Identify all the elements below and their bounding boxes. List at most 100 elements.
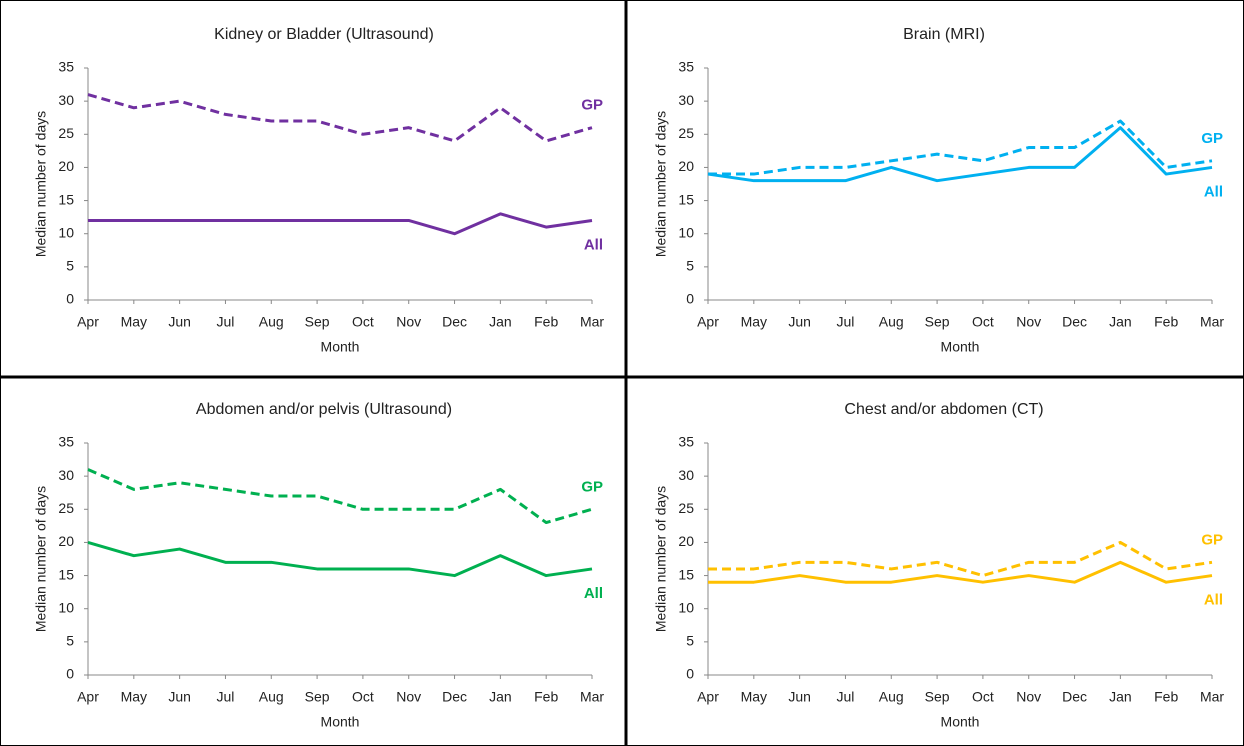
series-line: [708, 540, 1213, 578]
x-tick-label: Jul: [217, 314, 235, 330]
x-tick-label: May: [121, 689, 147, 705]
series-label: GP: [581, 97, 603, 114]
y-tick-label: 35: [58, 59, 74, 75]
y-tick-label: 35: [58, 434, 74, 450]
y-tick-label: 0: [686, 291, 694, 307]
x-tick-label: Sep: [925, 689, 950, 705]
x-tick-label: Mar: [1200, 314, 1224, 330]
y-tick-label: 30: [58, 92, 74, 108]
x-tick-label: Jun: [168, 689, 191, 705]
y-tick-label: 35: [678, 59, 694, 75]
x-tick-label: Apr: [697, 689, 719, 705]
chart-title: Kidney or Bladder (Ultrasound): [214, 26, 434, 43]
x-tick-label: Feb: [1154, 314, 1178, 330]
series-label: All: [584, 585, 603, 602]
x-tick-label: Aug: [259, 314, 284, 330]
y-tick-label: 0: [66, 291, 74, 307]
series-label: All: [1204, 183, 1223, 200]
y-tick-label: 5: [686, 633, 694, 649]
y-tick-label: 25: [58, 125, 74, 141]
x-tick-label: Feb: [534, 314, 558, 330]
x-tick-label: May: [741, 689, 767, 705]
x-tick-label: Apr: [697, 314, 719, 330]
x-tick-label: Aug: [879, 314, 904, 330]
y-tick-label: 20: [678, 158, 694, 174]
chart-title: Chest and/or abdomen (CT): [844, 401, 1043, 418]
x-tick-label: Apr: [77, 314, 99, 330]
x-tick-label: Oct: [972, 689, 994, 705]
x-axis-label: Month: [321, 339, 360, 355]
x-tick-label: Jan: [489, 689, 512, 705]
series-label: All: [584, 236, 603, 253]
x-tick-label: Jan: [489, 314, 512, 330]
y-axis-label: Median number of days: [653, 111, 669, 257]
x-tick-label: Aug: [879, 689, 904, 705]
x-tick-label: Nov: [1016, 689, 1041, 705]
y-tick-label: 15: [678, 191, 694, 207]
y-tick-label: 30: [678, 92, 694, 108]
y-tick-label: 15: [678, 566, 694, 582]
chart-title: Abdomen and/or pelvis (Ultrasound): [196, 401, 452, 418]
y-tick-label: 10: [58, 224, 74, 240]
y-tick-label: 5: [66, 258, 74, 274]
x-tick-label: Jul: [837, 689, 855, 705]
x-tick-label: Feb: [1154, 689, 1178, 705]
x-tick-label: Apr: [77, 689, 99, 705]
x-axis-label: Month: [321, 714, 360, 730]
series-line: [87, 540, 593, 578]
y-tick-label: 0: [686, 666, 694, 682]
y-tick-label: 10: [678, 224, 694, 240]
x-tick-label: Oct: [972, 314, 994, 330]
y-tick-label: 30: [678, 467, 694, 483]
x-tick-label: Sep: [925, 314, 950, 330]
x-tick-label: Mar: [580, 314, 604, 330]
x-tick-label: Jan: [1109, 689, 1132, 705]
y-tick-label: 20: [678, 533, 694, 549]
y-tick-label: 35: [678, 434, 694, 450]
x-tick-label: Nov: [396, 314, 421, 330]
chart-title: Brain (MRI): [903, 26, 985, 43]
y-tick-label: 25: [58, 500, 74, 516]
y-tick-label: 20: [58, 158, 74, 174]
x-tick-label: Nov: [1016, 314, 1041, 330]
x-tick-label: Dec: [442, 689, 467, 705]
x-tick-label: Sep: [305, 314, 330, 330]
x-tick-label: Dec: [442, 314, 467, 330]
x-tick-label: Nov: [396, 689, 421, 705]
x-tick-label: Jul: [837, 314, 855, 330]
y-tick-label: 15: [58, 566, 74, 582]
series-line: [88, 212, 593, 236]
x-tick-label: Dec: [1062, 314, 1087, 330]
x-tick-label: Mar: [580, 689, 604, 705]
series-line: [708, 119, 1213, 176]
y-tick-label: 10: [678, 599, 694, 615]
x-axis-label: Month: [941, 339, 980, 355]
series-line: [87, 93, 593, 143]
series-label: GP: [581, 478, 603, 495]
y-tick-label: 25: [678, 125, 694, 141]
y-axis-label: Median number of days: [33, 486, 49, 632]
series-line: [87, 468, 593, 525]
x-tick-label: Dec: [1062, 689, 1087, 705]
y-tick-label: 10: [58, 599, 74, 615]
y-tick-label: 30: [58, 467, 74, 483]
series-line: [707, 126, 1213, 183]
y-tick-label: 20: [58, 533, 74, 549]
x-tick-label: May: [741, 314, 767, 330]
y-tick-label: 5: [686, 258, 694, 274]
series-label: GP: [1201, 531, 1223, 548]
x-tick-label: Oct: [352, 689, 374, 705]
x-tick-label: May: [121, 314, 147, 330]
x-tick-label: Feb: [534, 689, 558, 705]
x-tick-label: Aug: [259, 689, 284, 705]
y-axis-label: Median number of days: [33, 111, 49, 257]
series-label: All: [1204, 592, 1223, 609]
y-tick-label: 25: [678, 500, 694, 516]
x-tick-label: Mar: [1200, 689, 1224, 705]
y-tick-label: 0: [66, 666, 74, 682]
y-tick-label: 5: [66, 633, 74, 649]
y-tick-label: 15: [58, 191, 74, 207]
x-tick-label: Oct: [352, 314, 374, 330]
x-tick-label: Jul: [217, 689, 235, 705]
